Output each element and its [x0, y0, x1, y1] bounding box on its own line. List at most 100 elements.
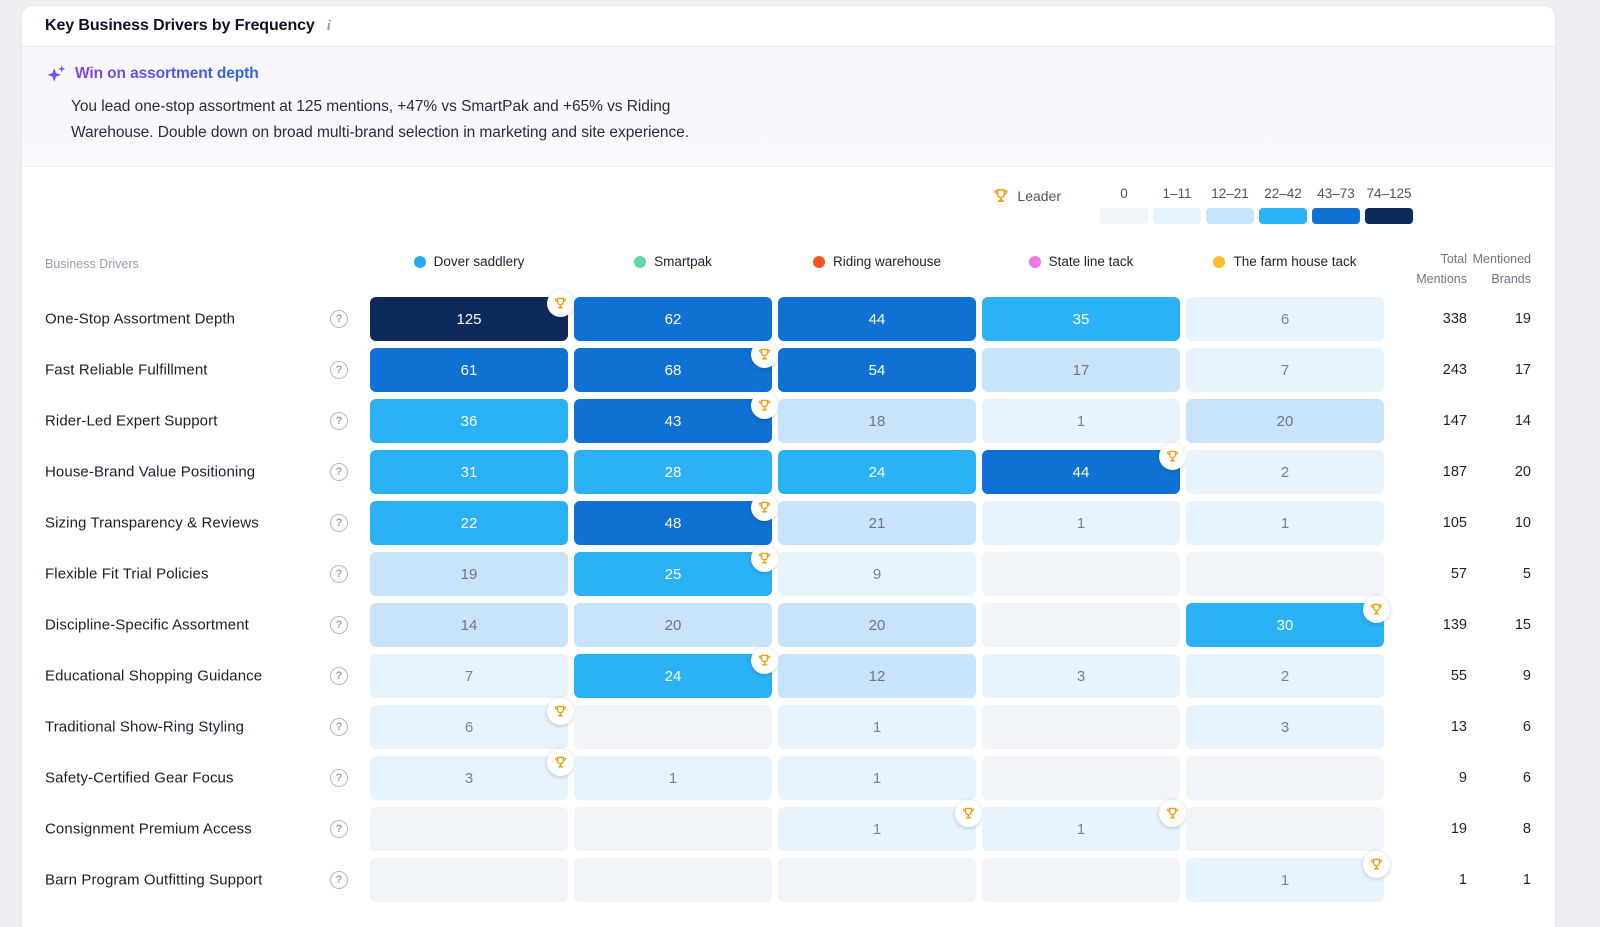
- cell-value: 31: [460, 463, 478, 481]
- column-headers: Business Drivers Dover saddlery Smartpak R…: [22, 249, 1555, 291]
- heatmap-cell[interactable]: 1: [982, 399, 1180, 443]
- heatmap-cell[interactable]: 6: [370, 698, 574, 749]
- heatmap-cell[interactable]: 19: [370, 552, 568, 596]
- mentioned-brands-value: 14: [1514, 413, 1531, 429]
- heatmap-cell[interactable]: 22: [370, 501, 568, 545]
- question-icon[interactable]: ?: [330, 871, 348, 889]
- question-icon[interactable]: ?: [330, 769, 348, 787]
- heatmap-cell[interactable]: 68: [574, 341, 778, 392]
- heatmap-cell[interactable]: 31: [370, 450, 568, 494]
- cell-value: 14: [460, 616, 478, 634]
- question-icon[interactable]: ?: [330, 565, 348, 583]
- heatmap-cell[interactable]: [370, 807, 568, 851]
- table-row: Educational Shopping Guidance ? 7 24 12 3 2 …: [22, 647, 1555, 698]
- heatmap-cell[interactable]: 12: [778, 654, 976, 698]
- cell-value: 6: [464, 718, 474, 736]
- total-mentions-value: 187: [1442, 464, 1467, 480]
- cell-value: 44: [868, 310, 886, 328]
- heatmap-cell[interactable]: 1: [1186, 501, 1384, 545]
- heatmap-cell[interactable]: 3: [982, 654, 1180, 698]
- brand-header-riding-warehouse: Riding warehouse: [778, 254, 976, 269]
- heatmap-cell[interactable]: [1186, 756, 1384, 800]
- heatmap-cell[interactable]: 9: [778, 552, 976, 596]
- heatmap-cell[interactable]: 2: [1186, 450, 1384, 494]
- cell-value: 28: [664, 463, 682, 481]
- cell-value: 7: [1280, 361, 1290, 379]
- heatmap-cell[interactable]: 17: [982, 348, 1180, 392]
- info-icon[interactable]: i: [326, 17, 331, 34]
- heatmap-cell[interactable]: 6: [1186, 297, 1384, 341]
- heatmap-cell[interactable]: [778, 858, 976, 902]
- mentioned-brands-value: 5: [1522, 566, 1531, 582]
- heatmap-cell[interactable]: [982, 705, 1180, 749]
- heatmap-cell[interactable]: 25: [574, 545, 778, 596]
- heatmap-cell[interactable]: 7: [370, 654, 568, 698]
- heatmap-cell[interactable]: 35: [982, 297, 1180, 341]
- heatmap-cell[interactable]: 54: [778, 348, 976, 392]
- question-icon[interactable]: ?: [330, 310, 348, 328]
- heatmap-cell[interactable]: 1: [982, 800, 1186, 851]
- heatmap-cell[interactable]: 44: [778, 297, 976, 341]
- row-cells: 125 62 44 35 6: [370, 290, 1384, 341]
- heatmap-cell[interactable]: 1: [1186, 851, 1390, 902]
- table-row: Discipline-Specific Assortment ? 14 20 20 3…: [22, 596, 1555, 647]
- heatmap-cell[interactable]: [982, 858, 1180, 902]
- heatmap-cell[interactable]: 1: [982, 501, 1180, 545]
- trophy-icon: [992, 187, 1010, 205]
- heatmap-cell[interactable]: 20: [1186, 399, 1384, 443]
- heatmap-cell[interactable]: [1186, 807, 1384, 851]
- heatmap-cell[interactable]: 44: [982, 443, 1186, 494]
- heatmap-cell[interactable]: 62: [574, 297, 772, 341]
- heatmap-cell[interactable]: 20: [574, 603, 772, 647]
- heatmap-cell[interactable]: 48: [574, 494, 778, 545]
- heatmap-cell[interactable]: 1: [778, 800, 982, 851]
- heatmap-cell[interactable]: 21: [778, 501, 976, 545]
- heatmap-cell[interactable]: [574, 705, 772, 749]
- heatmap-cell[interactable]: 28: [574, 450, 772, 494]
- leader-trophy-badge: [1363, 851, 1390, 878]
- total-mentions-value: 147: [1442, 413, 1467, 429]
- mentioned-brands-value: 6: [1522, 719, 1531, 735]
- question-icon[interactable]: ?: [330, 667, 348, 685]
- heatmap-cell[interactable]: [982, 552, 1180, 596]
- heatmap-cell[interactable]: 24: [574, 647, 778, 698]
- heatmap-cell[interactable]: 3: [1186, 705, 1384, 749]
- heatmap-cell[interactable]: 18: [778, 399, 976, 443]
- heatmap-cell[interactable]: [574, 858, 772, 902]
- row-cells: 31 28 24 44 2: [370, 443, 1384, 494]
- mentioned-brands-value: 10: [1514, 515, 1531, 531]
- cell-value: 9: [872, 565, 882, 583]
- heatmap-cell[interactable]: 3: [370, 749, 574, 800]
- heatmap-cell[interactable]: [370, 858, 568, 902]
- question-icon[interactable]: ?: [330, 361, 348, 379]
- question-icon[interactable]: ?: [330, 820, 348, 838]
- heatmap-cell[interactable]: 125: [370, 290, 574, 341]
- heatmap-cell[interactable]: 36: [370, 399, 568, 443]
- heatmap-cell[interactable]: 61: [370, 348, 568, 392]
- heatmap-cell[interactable]: 30: [1186, 596, 1390, 647]
- heatmap-cell[interactable]: 2: [1186, 654, 1384, 698]
- brand-dot-icon: [413, 255, 426, 268]
- heatmap-cell[interactable]: 1: [778, 756, 976, 800]
- heatmap-cell[interactable]: [982, 603, 1180, 647]
- question-icon[interactable]: ?: [330, 514, 348, 532]
- question-icon[interactable]: ?: [330, 616, 348, 634]
- heatmap-cell[interactable]: [1186, 552, 1384, 596]
- heatmap-cell[interactable]: 7: [1186, 348, 1384, 392]
- heatmap-cell[interactable]: [982, 756, 1180, 800]
- total-mentions-value: 105: [1442, 515, 1467, 531]
- heatmap-cell[interactable]: 24: [778, 450, 976, 494]
- heatmap-cell[interactable]: [574, 807, 772, 851]
- question-icon[interactable]: ?: [330, 412, 348, 430]
- question-icon[interactable]: ?: [330, 718, 348, 736]
- heatmap-cell[interactable]: 20: [778, 603, 976, 647]
- mentioned-brands-value: 9: [1522, 668, 1531, 684]
- question-icon[interactable]: ?: [330, 463, 348, 481]
- heatmap-cell[interactable]: 1: [574, 756, 772, 800]
- brand-dot-icon: [1028, 255, 1041, 268]
- heatmap-grid: One-Stop Assortment Depth ? 125 62 44 35 6 3…: [22, 290, 1555, 909]
- mentioned-brands-value: 6: [1522, 770, 1531, 786]
- heatmap-cell[interactable]: 1: [778, 705, 976, 749]
- heatmap-cell[interactable]: 43: [574, 392, 778, 443]
- heatmap-cell[interactable]: 14: [370, 603, 568, 647]
